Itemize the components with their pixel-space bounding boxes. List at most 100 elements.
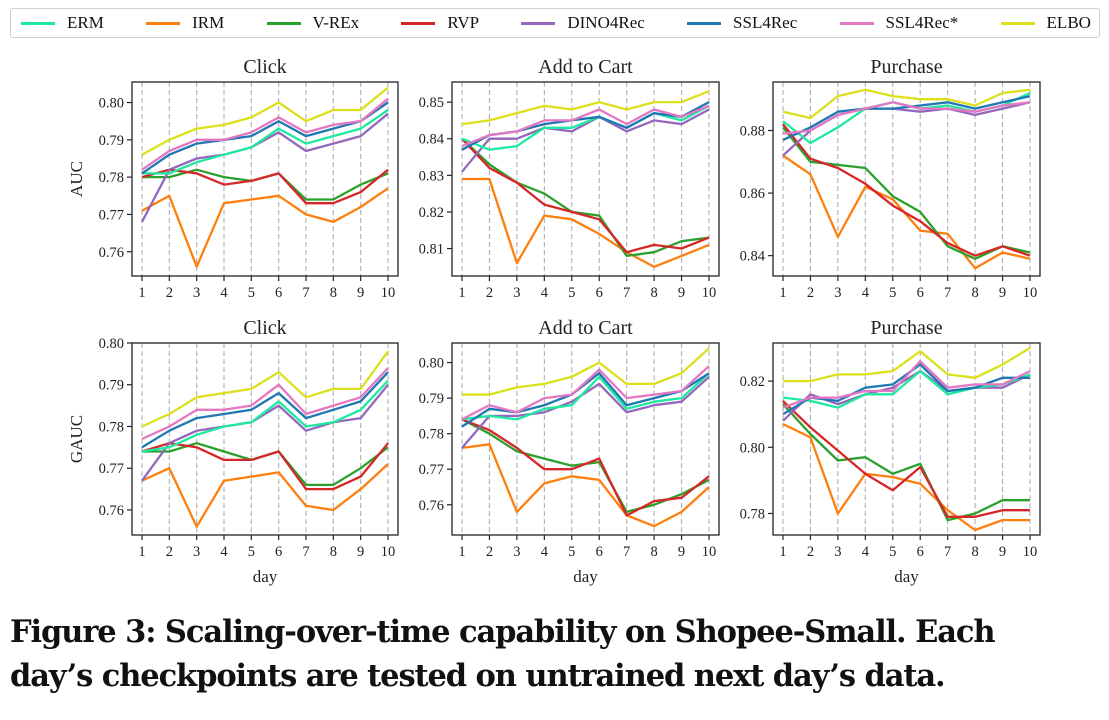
subplot-6: Purchase 0.78 0.80 0.82 1 2 3 4 5 6 7 8 9 10 day xyxy=(740,317,1041,586)
series-line-rvp xyxy=(141,442,389,491)
x-tick-label: 6 xyxy=(917,285,924,301)
series-line-rvp xyxy=(461,418,710,517)
axes-frame xyxy=(772,342,1041,536)
legend-swatch xyxy=(687,21,722,25)
subplot-4: Click 0.76 0.77 0.78 0.79 0.80 1 2 3 4 5 6 7 8 9 10 GAUC… xyxy=(67,317,399,586)
series-line-dino4rec xyxy=(461,375,710,449)
x-tick-label: 8 xyxy=(330,285,337,301)
y-tick-label: 0.76 xyxy=(99,503,124,519)
subplot-2: Add to Cart 0.81 0.82 0.83 0.84 0.85 1 2 3 4 5 6 7 8 9… xyxy=(419,56,720,301)
x-tick-label: 9 xyxy=(999,285,1006,301)
x-tick-label: 1 xyxy=(138,544,145,560)
x-axis-label: day xyxy=(573,567,598,586)
x-tick-label: 9 xyxy=(678,285,685,301)
y-tick-label: 0.78 xyxy=(99,419,124,435)
x-tick-label: 6 xyxy=(596,285,603,301)
x-tick-label: 3 xyxy=(193,285,200,301)
series-line-irm xyxy=(141,463,389,528)
x-tick-label: 2 xyxy=(807,544,814,560)
y-tick-label: 0.80 xyxy=(740,440,765,456)
series-line-v-rex xyxy=(142,442,389,487)
x-tick-label: 7 xyxy=(302,544,309,560)
series-line-v-rex xyxy=(461,137,710,258)
axes-frame xyxy=(131,81,399,277)
x-tick-label: 5 xyxy=(889,285,896,301)
x-tick-label: 8 xyxy=(330,544,337,560)
x-tick-label: 10 xyxy=(381,544,396,560)
series-line-irm xyxy=(141,187,389,268)
series-line-irm xyxy=(462,177,710,268)
series-line-ssl4rec xyxy=(141,101,389,175)
x-tick-label: 2 xyxy=(486,285,493,301)
y-tick-label: 0.82 xyxy=(419,205,444,221)
y-tick-label: 0.80 xyxy=(99,96,124,112)
subplot-title: Add to Cart xyxy=(538,317,633,339)
x-tick-label: 8 xyxy=(650,285,657,301)
x-axis-label: day xyxy=(894,567,919,586)
x-tick-label: 4 xyxy=(541,285,549,301)
legend-label: RVP xyxy=(447,13,480,32)
y-tick-label: 0.76 xyxy=(419,498,444,514)
y-tick-label: 0.83 xyxy=(419,168,444,184)
y-tick-label: 0.78 xyxy=(740,506,765,522)
y-tick-label: 0.76 xyxy=(99,245,124,261)
x-tick-label: 5 xyxy=(248,285,255,301)
x-tick-label: 3 xyxy=(193,544,200,560)
legend-label: SSL4Rec xyxy=(733,13,798,32)
x-tick-label: 5 xyxy=(889,544,896,560)
legend-swatch xyxy=(1000,21,1035,25)
legend-swatch xyxy=(521,21,556,25)
y-tick-label: 0.79 xyxy=(99,378,124,394)
y-tick-label: 0.84 xyxy=(740,249,766,265)
legend-swatch xyxy=(266,21,301,25)
series-line-erm xyxy=(782,369,1031,409)
x-tick-label: 7 xyxy=(623,544,630,560)
x-tick-label: 7 xyxy=(623,285,630,301)
series-line-erm xyxy=(461,104,710,151)
x-tick-label: 8 xyxy=(971,285,978,301)
series-line-dino4rec xyxy=(140,112,389,223)
y-tick-label: 0.88 xyxy=(740,124,765,140)
series-line-ssl4rec xyxy=(461,101,710,151)
y-tick-label: 0.77 xyxy=(419,462,444,478)
y-tick-label: 0.84 xyxy=(419,132,445,148)
x-tick-label: 1 xyxy=(138,285,145,301)
legend-label: V-REx xyxy=(312,13,360,32)
x-tick-label: 4 xyxy=(862,285,870,301)
y-tick-label: 0.78 xyxy=(99,170,124,186)
series-line-erm xyxy=(141,379,389,453)
series-line-ssl4rec xyxy=(141,371,389,449)
x-tick-label: 4 xyxy=(862,544,870,560)
legend-swatch xyxy=(401,21,436,25)
x-tick-label: 10 xyxy=(1023,544,1038,560)
legend-label: ELBO xyxy=(1046,13,1091,32)
legend-item-v-rex: V-REx xyxy=(266,13,360,33)
series-line-irm xyxy=(461,443,710,528)
x-tick-label: 6 xyxy=(917,544,924,560)
x-tick-label: 10 xyxy=(1023,285,1038,301)
legend-label: IRM xyxy=(192,13,225,32)
x-tick-label: 4 xyxy=(220,544,228,560)
series-line-ssl4rec xyxy=(782,360,1031,409)
series-line-elbo xyxy=(462,347,710,396)
subplot-1: Click 0.76 0.77 0.78 0.79 0.80 1 2 3 4 5 6 7 8 9 10 AUC xyxy=(67,56,399,301)
x-tick-label: 3 xyxy=(513,285,520,301)
x-tick-label: 10 xyxy=(702,544,717,560)
subplot-title: Click xyxy=(243,56,286,78)
legend-label: ERM xyxy=(67,13,104,32)
legend: ERM IRM V-REx RVP DINO4Rec SSL4Rec SSL4Rec* ELB… xyxy=(10,8,1100,38)
series-line-erm xyxy=(782,91,1031,145)
series-line-rvp xyxy=(141,168,389,205)
x-tick-label: 9 xyxy=(999,544,1006,560)
x-tick-label: 6 xyxy=(275,285,282,301)
x-tick-label: 2 xyxy=(166,285,173,301)
series-line-ssl4rec xyxy=(461,372,710,428)
subplot-title: Add to Cart xyxy=(538,56,633,78)
series-line-irm xyxy=(782,423,1030,532)
x-tick-label: 6 xyxy=(275,544,282,560)
y-tick-label: 0.77 xyxy=(99,207,124,223)
series-line-elbo xyxy=(141,86,389,156)
x-tick-label: 9 xyxy=(678,544,685,560)
legend-swatch xyxy=(21,21,55,25)
caption-line-1: Figure 3: Scaling-over-time capability o… xyxy=(10,614,996,650)
